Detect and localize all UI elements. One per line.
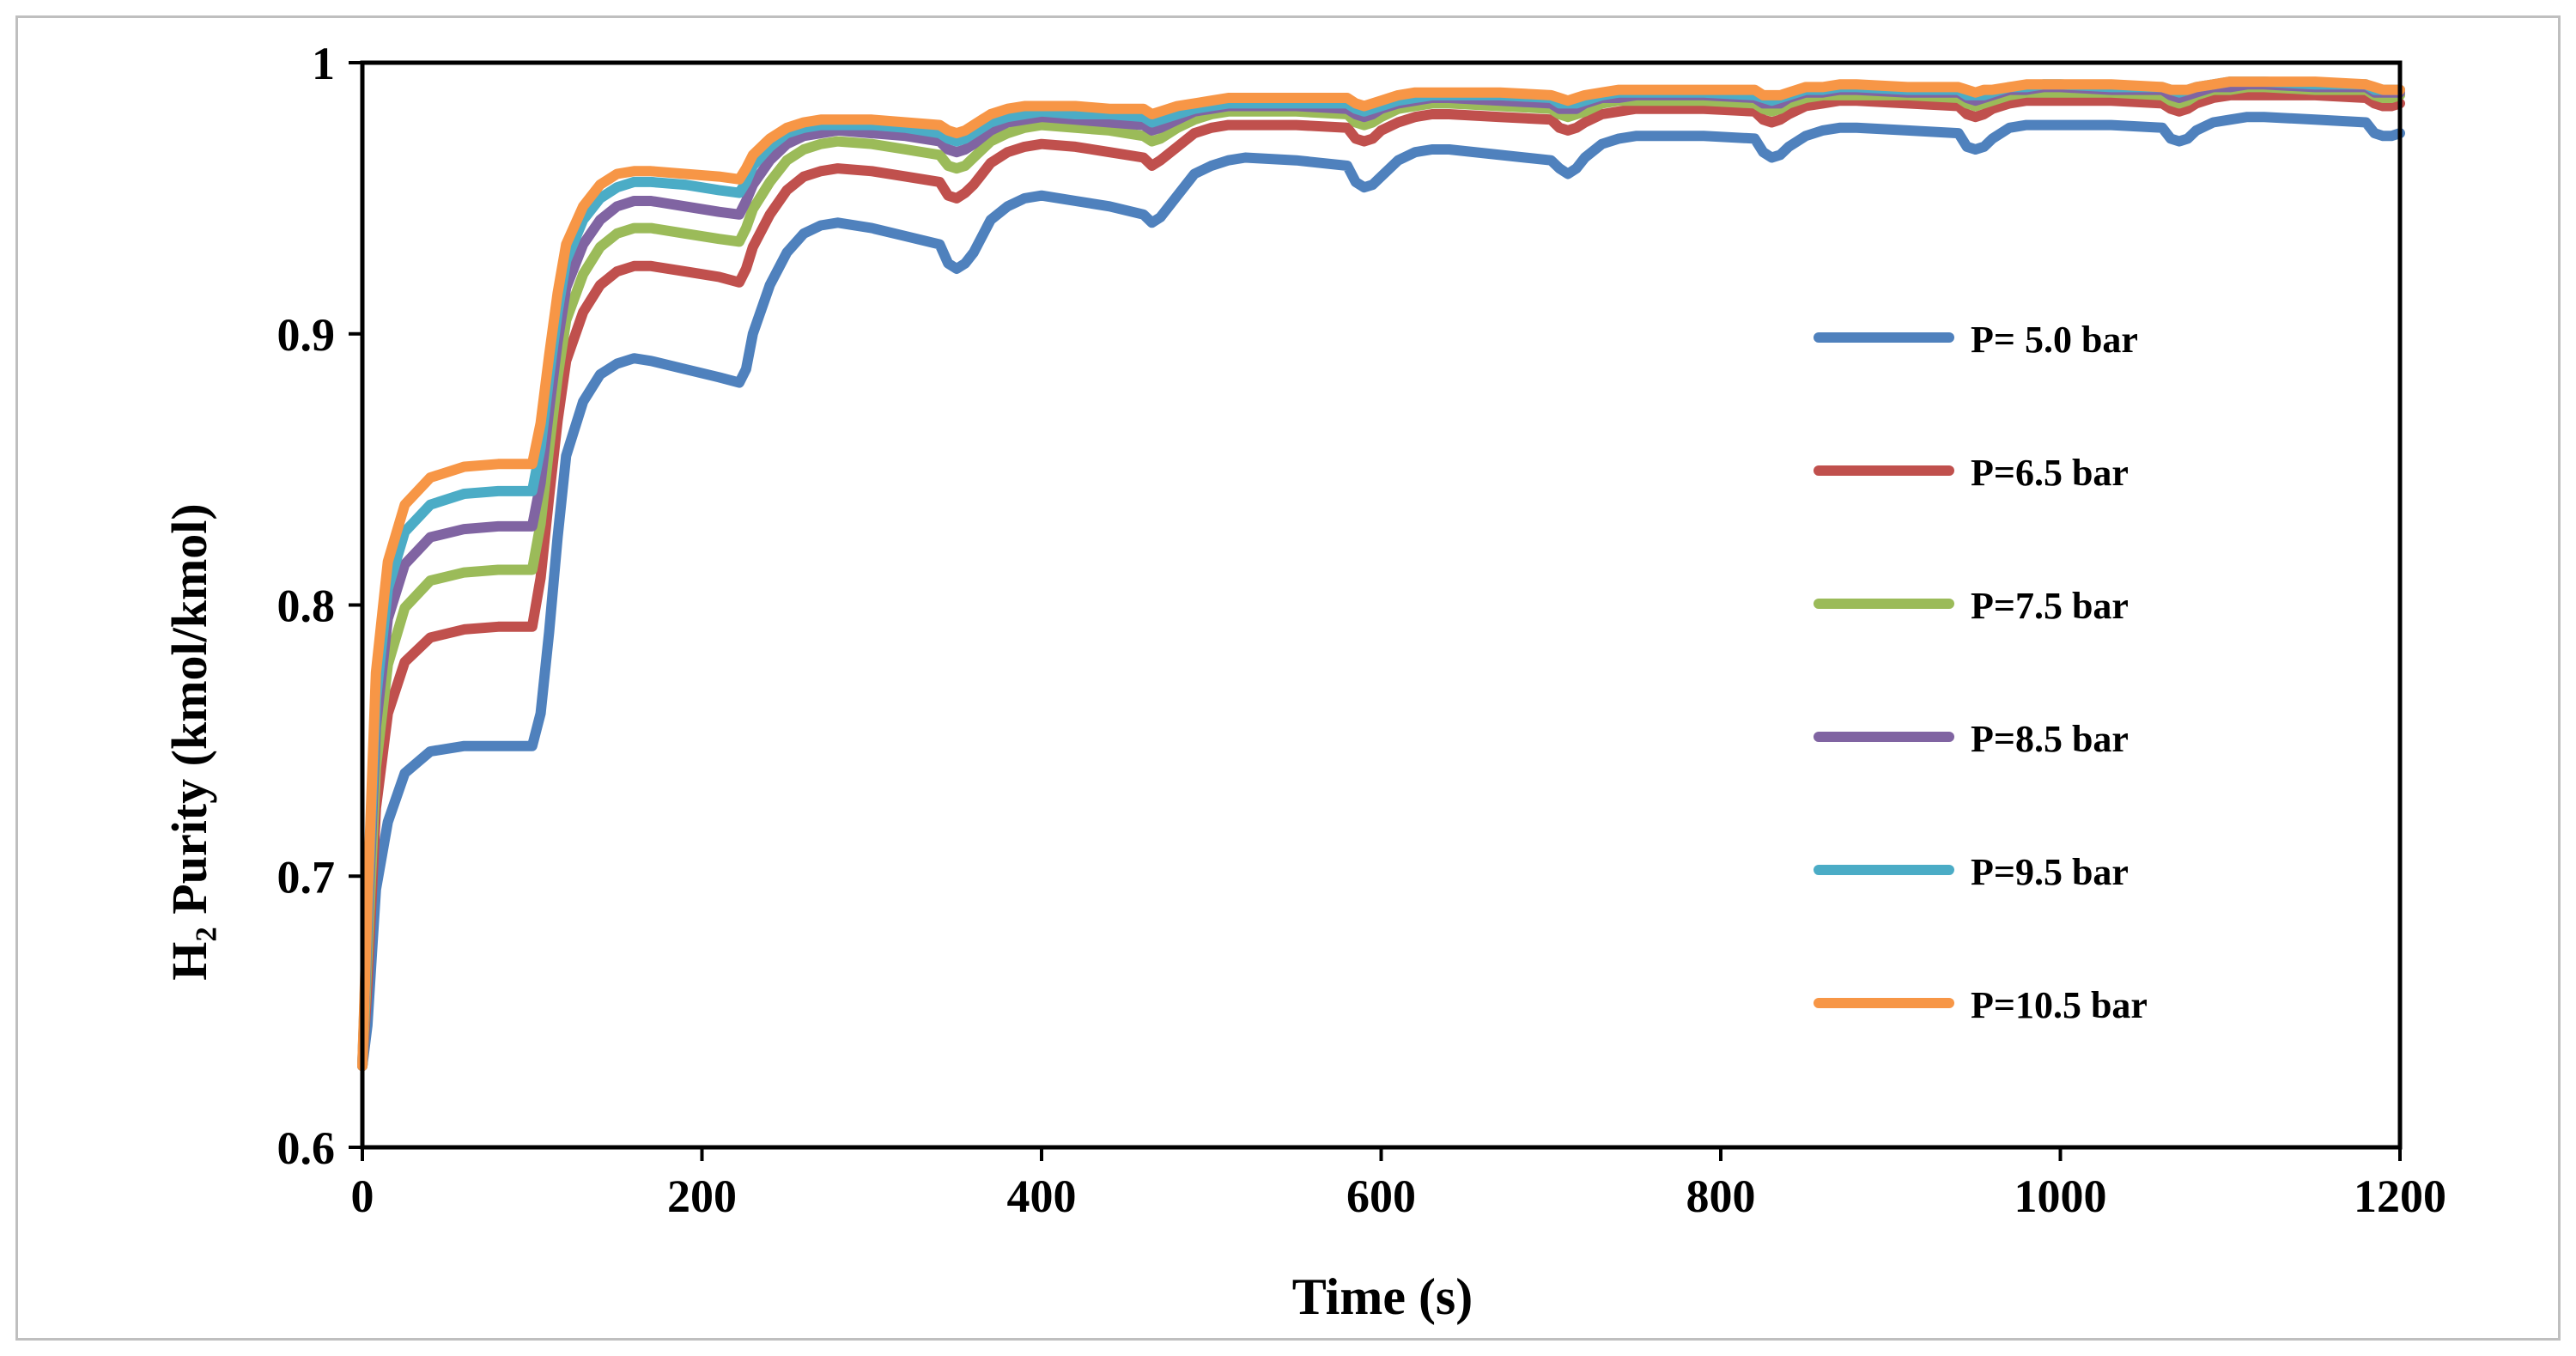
x-tick-label: 1200 bbox=[2354, 1171, 2446, 1222]
y-tick-label: 1 bbox=[312, 38, 335, 89]
series-line-6 bbox=[357, 76, 2405, 1072]
legend-label-4: P=8.5 bar bbox=[1971, 718, 2129, 760]
legend-label-6: P=10.5 bar bbox=[1971, 984, 2148, 1026]
legend: P= 5.0 bar P=6.5 bar P=7.5 bar P=8.5 bar P=9… bbox=[1814, 319, 2148, 1026]
y-tick-label: 0.9 bbox=[277, 309, 336, 361]
x-axis-label: Time (s) bbox=[1292, 1268, 1473, 1325]
y-tick-label: 0.8 bbox=[277, 581, 336, 632]
y-tick-label: 0.7 bbox=[277, 851, 336, 903]
x-tick-label: 600 bbox=[1346, 1171, 1416, 1222]
x-tick-label: 200 bbox=[667, 1171, 737, 1222]
legend-label-3: P=7.5 bar bbox=[1971, 585, 2129, 627]
series-line-1 bbox=[357, 112, 2405, 1072]
chart-frame bbox=[15, 15, 2561, 1341]
series-line-2 bbox=[357, 89, 2405, 1072]
x-tick-label: 800 bbox=[1686, 1171, 1756, 1222]
y-axis-label: H₂ Purity (kmol/kmol) bbox=[161, 503, 217, 980]
legend-label-2: P=6.5 bar bbox=[1971, 452, 2129, 494]
legend-label-1: P= 5.0 bar bbox=[1971, 319, 2138, 361]
series-line-3 bbox=[357, 82, 2405, 1072]
x-tick-label: 400 bbox=[1007, 1171, 1077, 1222]
x-tick-label: 1000 bbox=[2014, 1171, 2107, 1222]
y-tick-label: 0.6 bbox=[277, 1122, 336, 1174]
x-tick-label: 0 bbox=[351, 1171, 374, 1222]
legend-label-5: P=9.5 bar bbox=[1971, 851, 2129, 893]
series-layer bbox=[357, 76, 2405, 1072]
ticks-layer: 0 200 400 600 800 1000 1200 0.6 0.7 0.8 0.9 1 bbox=[277, 38, 2447, 1222]
